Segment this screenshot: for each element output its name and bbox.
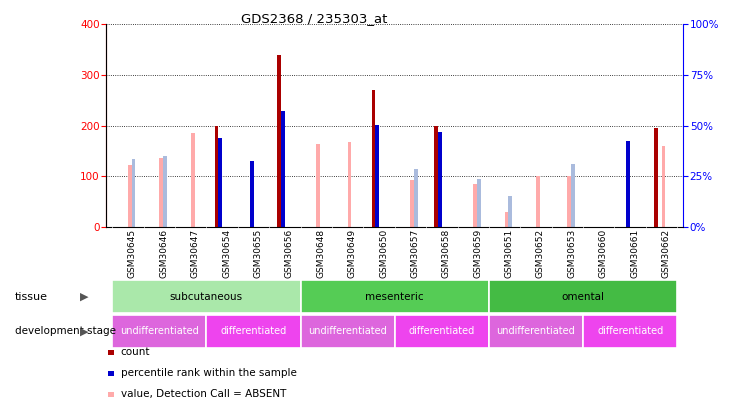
Bar	[281, 111, 285, 227]
Text: GSM30659: GSM30659	[473, 228, 482, 278]
Text: GSM30645: GSM30645	[128, 228, 137, 277]
Bar	[113, 280, 300, 313]
Text: GDS2368 / 235303_at: GDS2368 / 235303_at	[241, 12, 387, 25]
Bar	[438, 132, 442, 227]
Bar	[489, 315, 583, 347]
Text: GSM30651: GSM30651	[504, 228, 514, 278]
Text: GSM30661: GSM30661	[630, 228, 639, 278]
Bar	[206, 315, 300, 347]
Bar	[371, 90, 375, 227]
Text: value, Detection Call = ABSENT: value, Detection Call = ABSENT	[121, 390, 286, 399]
Bar	[414, 169, 418, 227]
Text: subcutaneous: subcutaneous	[170, 292, 243, 302]
Text: undifferentiated: undifferentiated	[496, 326, 575, 336]
Text: GSM30653: GSM30653	[567, 228, 576, 278]
Bar	[163, 156, 167, 227]
Bar	[473, 184, 477, 227]
Bar	[654, 128, 658, 227]
Bar	[128, 165, 132, 227]
Text: ▶: ▶	[80, 292, 88, 302]
Bar	[277, 55, 281, 227]
Bar	[113, 315, 206, 347]
Text: percentile rank within the sample: percentile rank within the sample	[121, 369, 297, 378]
Text: GSM30650: GSM30650	[379, 228, 388, 278]
Text: count: count	[121, 347, 150, 357]
Text: undifferentiated: undifferentiated	[120, 326, 199, 336]
Bar	[567, 176, 571, 227]
Bar	[434, 126, 438, 227]
Text: GSM30647: GSM30647	[191, 228, 200, 277]
Bar	[395, 315, 489, 347]
Bar	[410, 180, 414, 227]
Text: differentiated: differentiated	[409, 326, 475, 336]
Text: GSM30654: GSM30654	[222, 228, 231, 277]
Bar	[300, 280, 489, 313]
Bar	[159, 158, 163, 227]
Text: differentiated: differentiated	[597, 326, 663, 336]
Text: GSM30656: GSM30656	[285, 228, 294, 278]
Text: mesenteric: mesenteric	[366, 292, 424, 302]
Text: GSM30658: GSM30658	[442, 228, 451, 278]
Bar	[536, 176, 539, 227]
Bar	[191, 133, 194, 227]
Text: GSM30660: GSM30660	[599, 228, 607, 278]
Text: GSM30648: GSM30648	[317, 228, 325, 277]
Bar	[583, 315, 677, 347]
Text: differentiated: differentiated	[220, 326, 287, 336]
Text: development stage: development stage	[15, 326, 115, 336]
Text: ▶: ▶	[80, 326, 88, 336]
Bar	[489, 280, 677, 313]
Bar	[504, 212, 508, 227]
Bar	[219, 138, 222, 227]
Bar	[348, 142, 352, 227]
Bar	[317, 144, 320, 227]
Text: undifferentiated: undifferentiated	[308, 326, 387, 336]
Text: GSM30646: GSM30646	[159, 228, 168, 277]
Bar	[375, 125, 379, 227]
Text: GSM30657: GSM30657	[410, 228, 420, 278]
Text: omental: omental	[561, 292, 605, 302]
Text: tissue: tissue	[15, 292, 48, 302]
Text: GSM30662: GSM30662	[662, 228, 670, 277]
Bar	[300, 315, 395, 347]
Bar	[508, 196, 512, 227]
Text: GSM30649: GSM30649	[348, 228, 357, 277]
Text: GSM30652: GSM30652	[536, 228, 545, 277]
Text: GSM30655: GSM30655	[254, 228, 262, 278]
Bar	[477, 179, 481, 227]
Bar	[571, 164, 575, 227]
Bar	[215, 126, 219, 227]
Bar	[626, 141, 630, 227]
Bar	[250, 161, 254, 227]
Bar	[132, 160, 135, 227]
Bar	[662, 146, 665, 227]
